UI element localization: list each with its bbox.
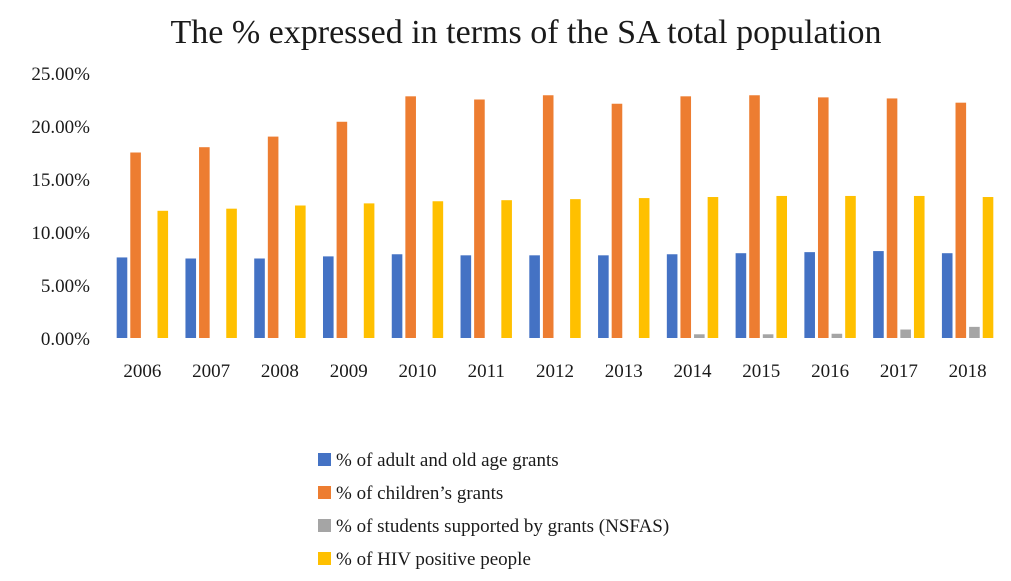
bar bbox=[501, 200, 512, 338]
bar bbox=[542, 95, 554, 338]
legend-swatch bbox=[318, 552, 331, 565]
y-tick-label: 15.00% bbox=[31, 170, 90, 191]
bar-group-2007 bbox=[185, 147, 237, 338]
bar-group-2018 bbox=[941, 102, 994, 339]
legend: % of adult and old age grants % of childr… bbox=[318, 450, 669, 570]
bar bbox=[336, 121, 348, 338]
y-tick-label: 10.00% bbox=[31, 223, 90, 244]
bar bbox=[955, 102, 967, 339]
x-tick-label: 2018 bbox=[949, 361, 987, 382]
bar bbox=[900, 329, 911, 338]
bar bbox=[267, 136, 279, 338]
bar bbox=[817, 97, 829, 338]
bar bbox=[322, 256, 334, 338]
bar bbox=[762, 334, 774, 338]
bar-group-2010 bbox=[391, 96, 444, 338]
legend-swatch bbox=[318, 453, 331, 466]
x-tick-label: 2009 bbox=[330, 361, 368, 382]
legend-item: % of children’s grants bbox=[318, 483, 503, 504]
x-tick-label: 2010 bbox=[398, 361, 436, 382]
bar bbox=[157, 210, 169, 338]
bar bbox=[749, 95, 760, 338]
bar bbox=[969, 326, 980, 338]
bar bbox=[226, 208, 237, 338]
bar bbox=[405, 96, 416, 338]
legend-item: % of HIV positive people bbox=[318, 549, 531, 570]
bar bbox=[611, 103, 623, 339]
bar-group-2014 bbox=[666, 96, 719, 338]
bar bbox=[460, 255, 472, 338]
bar-group-2006 bbox=[116, 152, 169, 338]
bar bbox=[130, 152, 141, 338]
legend-label: % of students supported by grants (NSFAS… bbox=[336, 516, 669, 537]
y-tick-label: 25.00% bbox=[31, 64, 90, 85]
legend-label: % of HIV positive people bbox=[336, 549, 531, 570]
bar-group-2008 bbox=[254, 136, 306, 338]
x-tick-label: 2013 bbox=[605, 361, 643, 382]
x-axis: 2006 2007 2008 2009 2010 2011 2012 2013 2014 2015… bbox=[123, 361, 986, 382]
bar-group-2011 bbox=[460, 99, 512, 338]
bar bbox=[638, 198, 650, 338]
bar bbox=[694, 334, 705, 338]
bars bbox=[116, 95, 994, 339]
bar bbox=[295, 205, 306, 338]
x-tick-label: 2015 bbox=[742, 361, 780, 382]
bar-group-2015 bbox=[735, 95, 788, 338]
bar bbox=[941, 253, 953, 338]
bar bbox=[886, 98, 898, 338]
x-tick-label: 2006 bbox=[123, 361, 161, 382]
legend-item: % of students supported by grants (NSFAS… bbox=[318, 516, 669, 537]
bar bbox=[254, 258, 265, 338]
bar bbox=[185, 258, 197, 338]
bar bbox=[707, 197, 719, 338]
bar-group-2012 bbox=[529, 95, 581, 338]
legend-swatch bbox=[318, 519, 331, 532]
bar bbox=[776, 195, 788, 338]
x-tick-label: 2007 bbox=[192, 361, 230, 382]
bar-group-2013 bbox=[598, 103, 650, 339]
bar bbox=[804, 252, 815, 338]
bar bbox=[666, 254, 678, 338]
bar bbox=[116, 257, 128, 338]
x-tick-label: 2011 bbox=[468, 361, 505, 382]
legend-swatch bbox=[318, 486, 331, 499]
bar bbox=[680, 96, 692, 338]
x-tick-label: 2016 bbox=[811, 361, 849, 382]
bar-group-2016 bbox=[804, 97, 856, 338]
bar bbox=[913, 195, 925, 338]
bar bbox=[598, 255, 609, 338]
y-tick-label: 0.00% bbox=[41, 329, 90, 350]
bar bbox=[432, 201, 444, 338]
bar bbox=[831, 333, 843, 338]
x-tick-label: 2008 bbox=[261, 361, 299, 382]
bar bbox=[982, 197, 994, 338]
legend-label: % of adult and old age grants bbox=[336, 450, 559, 471]
y-tick-label: 20.00% bbox=[31, 117, 90, 138]
y-tick-label: 5.00% bbox=[41, 276, 90, 297]
x-tick-label: 2017 bbox=[880, 361, 918, 382]
bar-group-2017 bbox=[873, 98, 925, 338]
x-tick-label: 2014 bbox=[674, 361, 713, 382]
bar bbox=[363, 203, 375, 338]
bar-group-2009 bbox=[322, 121, 375, 338]
bar bbox=[570, 199, 581, 338]
bar bbox=[735, 253, 747, 338]
bar bbox=[391, 254, 403, 338]
chart-title: The % expressed in terms of the SA total… bbox=[170, 14, 881, 51]
bar bbox=[529, 255, 540, 338]
bar bbox=[845, 195, 856, 338]
bar bbox=[873, 251, 884, 338]
legend-label: % of children’s grants bbox=[336, 483, 503, 504]
x-tick-label: 2012 bbox=[536, 361, 574, 382]
y-axis: 0.00% 5.00% 10.00% 15.00% 20.00% 25.00% bbox=[31, 64, 90, 350]
bar bbox=[199, 147, 210, 338]
bar bbox=[474, 99, 485, 338]
legend-item: % of adult and old age grants bbox=[318, 450, 559, 471]
